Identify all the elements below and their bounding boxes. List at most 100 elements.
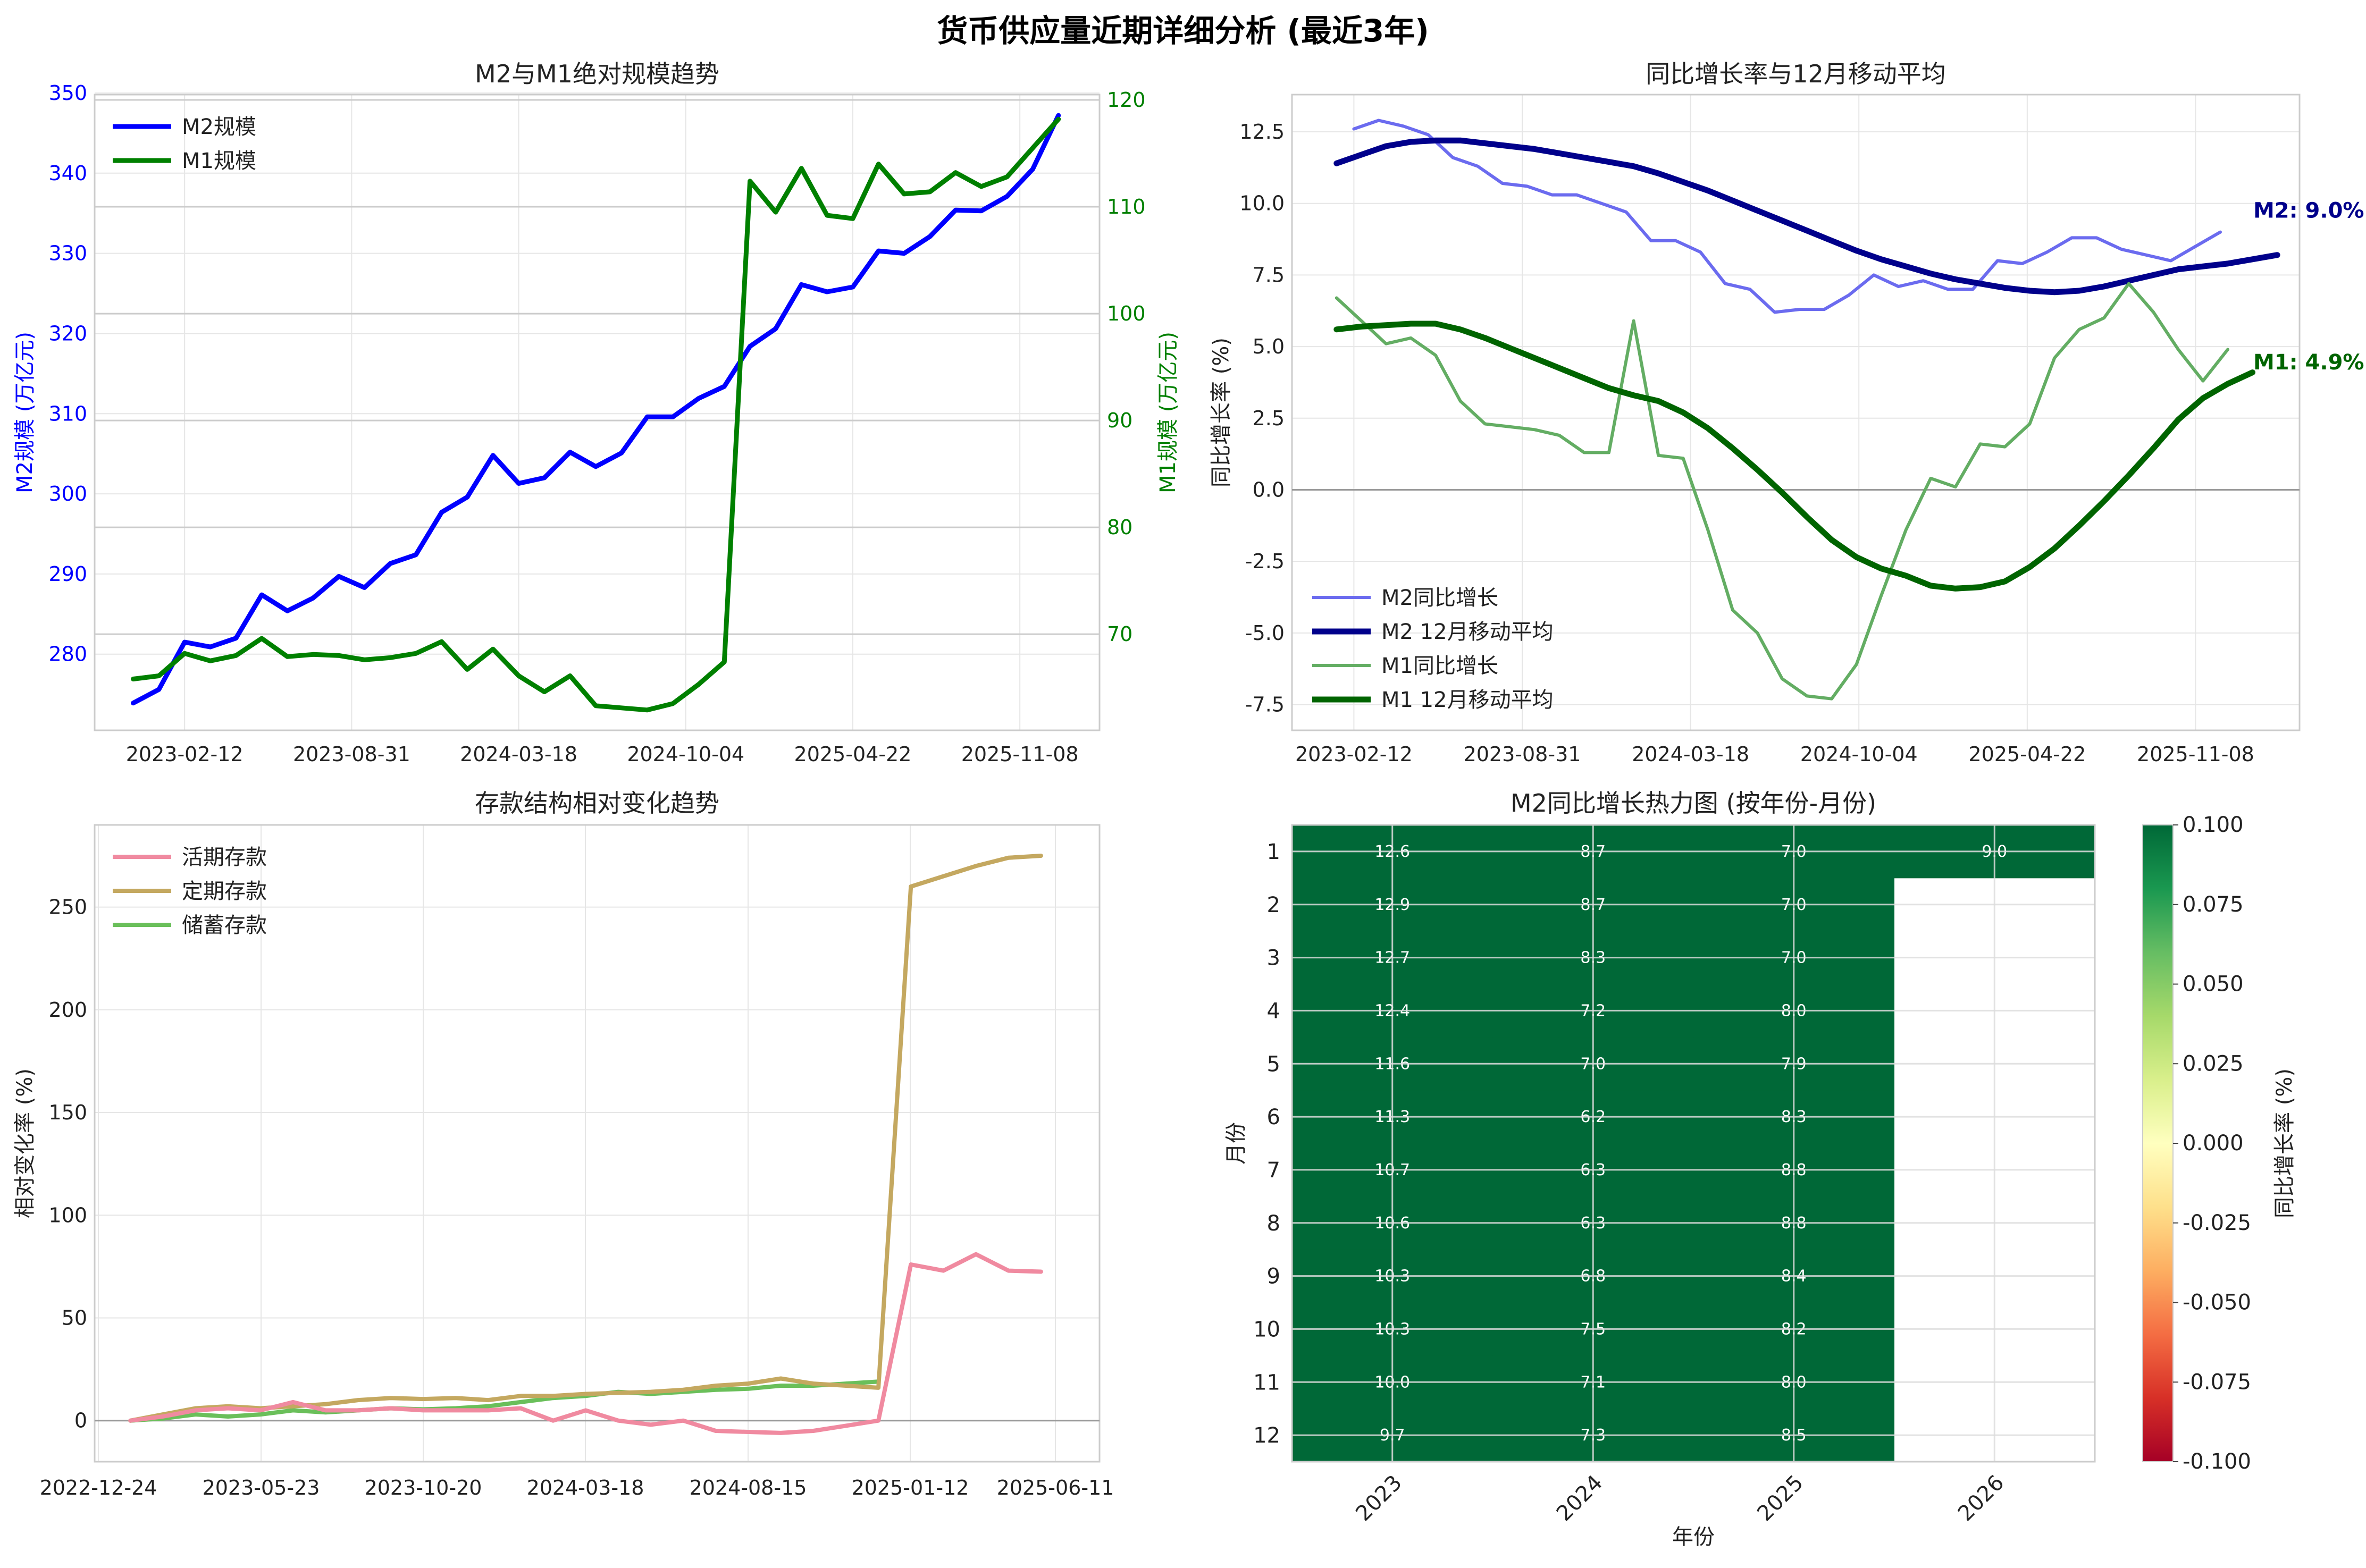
chart-title: 同比增长率与12月移动平均	[1646, 60, 1946, 88]
x-tick-label: 2024-03-18	[460, 743, 577, 766]
y-tick-label: 330	[48, 242, 87, 265]
y-tick-label: 320	[48, 322, 87, 345]
y-right-tick-label: 120	[1107, 88, 1146, 112]
y-tick-label: 0	[74, 1409, 87, 1432]
x-tick-label: 2023-02-12	[1295, 743, 1413, 766]
x-tick-label: 2024-10-04	[627, 743, 744, 766]
y-tick-label: 11	[1253, 1370, 1280, 1395]
series-line-m1-ma	[1333, 321, 2255, 592]
x-tick-label: 2023-02-12	[126, 743, 244, 766]
legend-label: 定期存款	[182, 879, 267, 904]
x-tick-label: 2022-12-24	[40, 1476, 157, 1499]
figure-title: 货币供应量近期详细分析 (最近3年)	[937, 13, 1429, 49]
y-tick-label: 300	[48, 482, 87, 505]
y-right-tick-label: 70	[1107, 622, 1132, 646]
colorbar-tick-label: 0.050	[2183, 972, 2244, 997]
legend-label: M1 12月移动平均	[1381, 688, 1554, 712]
x-tick-label: 2023-05-23	[203, 1476, 320, 1499]
legend-label: M2同比增长	[1381, 586, 1498, 610]
y-tick-label: 9	[1267, 1264, 1280, 1289]
colorbar-tick-label: -0.075	[2183, 1370, 2251, 1394]
x-tick-label: 2024-03-18	[527, 1476, 644, 1499]
colorbar	[2142, 824, 2174, 1462]
colorbar-tick-label: 0.100	[2183, 813, 2244, 837]
colorbar-label: 同比增长率 (%)	[2272, 1068, 2297, 1218]
y-tick-label: 350	[48, 81, 87, 105]
panel-m2-m1-scale: M2与M1绝对规模趋势 2023-02-12 2023-08-31 2024-03-1…	[13, 60, 1180, 766]
legend-label: M2规模	[182, 115, 256, 139]
plot-frame	[94, 824, 1101, 1463]
x-tick-label: 2023-08-31	[293, 743, 410, 766]
y-tick-label: 50	[62, 1306, 87, 1329]
y-tick-label: 200	[48, 998, 87, 1022]
y-right-tick-label: 80	[1107, 516, 1132, 539]
panel-m2-heatmap: M2同比增长热力图 (按年份-月份)12.68.77.09.012.98.77.…	[1224, 789, 2297, 1549]
y-tick-label: 7	[1267, 1158, 1280, 1183]
legend-label: 活期存款	[182, 845, 267, 870]
series-line-savings	[128, 1379, 881, 1423]
y-axis-label: 月份	[1224, 1122, 1248, 1165]
y-tick-label: 5.0	[1253, 335, 1285, 358]
colorbar-tick-label: 0.075	[2183, 892, 2244, 917]
y-right-tick-label: 100	[1107, 302, 1146, 325]
y-tick-label: 310	[48, 402, 87, 425]
legend-label: M2 12月移动平均	[1381, 620, 1554, 644]
y-tick-label: 10.0	[1239, 192, 1285, 215]
y-right-axis-label: M1规模 (万亿元)	[1156, 332, 1180, 493]
x-tick-label: 2025-06-11	[997, 1476, 1114, 1499]
y-tick-label: 12.5	[1239, 120, 1285, 144]
x-tick-label: 2024-08-15	[690, 1476, 807, 1499]
legend-label: M1规模	[182, 149, 256, 173]
legend-label: 储蓄存款	[182, 913, 267, 938]
colorbar-tick-label: -0.100	[2183, 1449, 2251, 1474]
x-tick-label: 2023-08-31	[1464, 743, 1581, 766]
plot-frame	[1291, 94, 2301, 731]
series-line-m2	[131, 113, 1061, 706]
plot-frame	[94, 94, 1101, 731]
colorbar-tick-label: -0.025	[2183, 1211, 2251, 1235]
y-axis-label: M2规模 (万亿元)	[13, 332, 37, 493]
y-tick-label: -7.5	[1245, 693, 1285, 716]
series-line-m1-yoy	[1335, 282, 2229, 701]
annotation-m2: M2: 9.0%	[2253, 199, 2364, 223]
series-line-m2-ma	[1333, 137, 2280, 296]
y-tick-label: 4	[1267, 999, 1280, 1023]
y-tick-label: 10	[1253, 1317, 1280, 1342]
y-right-tick-label: 110	[1107, 195, 1146, 218]
y-tick-label: 2.5	[1253, 407, 1285, 430]
colorbar-tick-label: 0.025	[2183, 1051, 2244, 1076]
series-line-m1	[131, 116, 1061, 713]
y-tick-label: 3	[1267, 946, 1280, 971]
y-axis-label: 同比增长率 (%)	[1209, 338, 1234, 487]
x-tick-label: 2025-11-08	[961, 743, 1079, 766]
x-tick-label: 2024-03-18	[1632, 743, 1749, 766]
y-tick-label: 290	[48, 562, 87, 586]
series-line-demand	[128, 1252, 1043, 1435]
y-tick-label: 250	[48, 896, 87, 919]
y-tick-label: -2.5	[1245, 550, 1285, 573]
colorbar-tick-label: -0.050	[2183, 1291, 2251, 1315]
y-tick-label: 7.5	[1253, 263, 1285, 286]
y-right-tick-label: 90	[1107, 409, 1132, 432]
y-tick-label: 150	[48, 1101, 87, 1124]
legend-label: M1同比增长	[1381, 654, 1498, 678]
y-axis-label: 相对变化率 (%)	[13, 1068, 37, 1218]
chart-title: M2与M1绝对规模趋势	[475, 60, 719, 88]
annotation-m1: M1: 4.9%	[2253, 350, 2364, 375]
y-tick-label: -5.0	[1245, 621, 1285, 645]
x-tick-label: 2025-04-22	[1968, 743, 2086, 766]
y-tick-label: 340	[48, 162, 87, 185]
y-tick-label: 6	[1267, 1105, 1280, 1129]
plot-frame	[1291, 824, 2096, 1463]
y-tick-label: 8	[1267, 1211, 1280, 1236]
y-tick-label: 100	[48, 1203, 87, 1227]
chart-title: M2同比增长热力图 (按年份-月份)	[1511, 789, 1876, 817]
panel-deposit-structure: 存款结构相对变化趋势 2022-12-24 2023-05-23 2023-10-20…	[13, 789, 1114, 1499]
y-tick-label: 12	[1253, 1423, 1280, 1448]
y-tick-label: 1	[1267, 840, 1280, 864]
x-tick-label: 2023-10-20	[365, 1476, 482, 1499]
y-tick-label: 2	[1267, 893, 1280, 917]
x-tick-label: 2025-11-08	[2137, 743, 2254, 766]
